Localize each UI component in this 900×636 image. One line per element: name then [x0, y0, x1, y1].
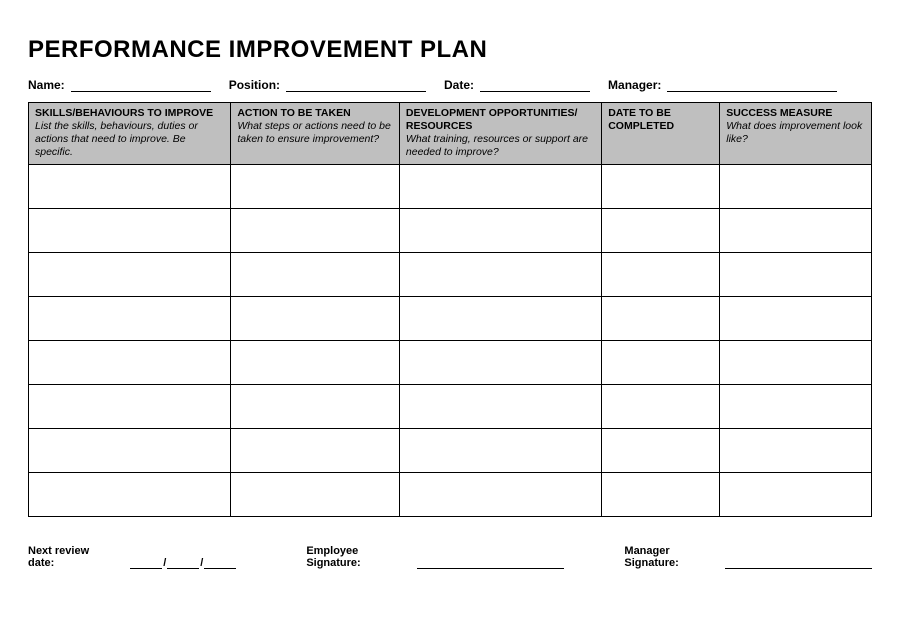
- table-row: [29, 208, 872, 252]
- table-cell[interactable]: [602, 472, 720, 516]
- header-title-0: SKILLS/BEHAVIOURS TO IMPROVE: [35, 107, 224, 120]
- table-cell[interactable]: [231, 252, 400, 296]
- table-cell[interactable]: [231, 296, 400, 340]
- position-field-group: Position:: [229, 78, 426, 92]
- employee-signature-group: Employee Signature:: [306, 545, 564, 569]
- table-row: [29, 164, 872, 208]
- table-header-1: ACTION TO BE TAKENWhat steps or actions …: [231, 103, 400, 165]
- table-cell[interactable]: [602, 296, 720, 340]
- table-row: [29, 384, 872, 428]
- header-title-2: DEVELOPMENT OPPORTUNITIES/ RESOURCES: [406, 107, 595, 133]
- date-segment-3[interactable]: [204, 557, 236, 569]
- header-title-4: SUCCESS MEASURE: [726, 107, 865, 120]
- date-segment-2[interactable]: [167, 557, 199, 569]
- table-cell[interactable]: [720, 296, 872, 340]
- table-cell[interactable]: [399, 252, 601, 296]
- position-label: Position:: [229, 78, 286, 92]
- table-row: [29, 252, 872, 296]
- header-desc-4: What does improvement look like?: [726, 120, 865, 146]
- table-cell[interactable]: [602, 252, 720, 296]
- manager-signature-label: Manager Signature:: [624, 545, 725, 569]
- table-cell[interactable]: [720, 384, 872, 428]
- date-input-line[interactable]: [480, 78, 590, 92]
- table-header-2: DEVELOPMENT OPPORTUNITIES/ RESOURCESWhat…: [399, 103, 601, 165]
- date-field-group: Date:: [444, 78, 590, 92]
- table-cell[interactable]: [399, 384, 601, 428]
- table-cell[interactable]: [720, 428, 872, 472]
- table-cell[interactable]: [399, 472, 601, 516]
- manager-signature-group: Manager Signature:: [624, 545, 872, 569]
- table-body: [29, 164, 872, 516]
- manager-label: Manager:: [608, 78, 667, 92]
- table-cell[interactable]: [720, 252, 872, 296]
- table-cell[interactable]: [231, 428, 400, 472]
- header-desc-2: What training, resources or support are …: [406, 133, 595, 159]
- name-input-line[interactable]: [71, 78, 211, 92]
- table-cell[interactable]: [399, 428, 601, 472]
- footer-row: Next review date: / / Employee Signature…: [28, 545, 872, 569]
- header-title-3: DATE TO BE COMPLETED: [608, 107, 713, 133]
- table-header-0: SKILLS/BEHAVIOURS TO IMPROVEList the ski…: [29, 103, 231, 165]
- table-row: [29, 472, 872, 516]
- info-row: Name: Position: Date: Manager:: [28, 78, 872, 92]
- date-segment-1[interactable]: [130, 557, 162, 569]
- table-cell[interactable]: [602, 164, 720, 208]
- table-cell[interactable]: [720, 472, 872, 516]
- table-row: [29, 296, 872, 340]
- table-cell[interactable]: [399, 340, 601, 384]
- table-cell[interactable]: [720, 340, 872, 384]
- table-cell[interactable]: [231, 208, 400, 252]
- header-desc-0: List the skills, behaviours, duties or a…: [35, 120, 224, 159]
- table-header-3: DATE TO BE COMPLETED: [602, 103, 720, 165]
- table-cell[interactable]: [29, 296, 231, 340]
- employee-signature-line[interactable]: [417, 557, 564, 569]
- table-cell[interactable]: [602, 428, 720, 472]
- table-cell[interactable]: [602, 384, 720, 428]
- employee-signature-label: Employee Signature:: [306, 545, 417, 569]
- table-cell[interactable]: [399, 296, 601, 340]
- table-cell[interactable]: [29, 164, 231, 208]
- header-desc-1: What steps or actions need to be taken t…: [237, 120, 393, 146]
- review-date-group: Next review date: / /: [28, 545, 236, 569]
- table-row: [29, 428, 872, 472]
- header-title-1: ACTION TO BE TAKEN: [237, 107, 393, 120]
- table-cell[interactable]: [29, 340, 231, 384]
- table-cell[interactable]: [231, 384, 400, 428]
- table-cell[interactable]: [602, 340, 720, 384]
- table-cell[interactable]: [231, 164, 400, 208]
- table-row: [29, 340, 872, 384]
- manager-signature-line[interactable]: [725, 557, 872, 569]
- table-cell[interactable]: [29, 472, 231, 516]
- name-label: Name:: [28, 78, 71, 92]
- manager-field-group: Manager:: [608, 78, 837, 92]
- table-cell[interactable]: [399, 208, 601, 252]
- table-cell[interactable]: [29, 252, 231, 296]
- table-cell[interactable]: [602, 208, 720, 252]
- table-cell[interactable]: [231, 472, 400, 516]
- plan-table: SKILLS/BEHAVIOURS TO IMPROVEList the ski…: [28, 102, 872, 517]
- table-cell[interactable]: [720, 164, 872, 208]
- table-header-4: SUCCESS MEASUREWhat does improvement loo…: [720, 103, 872, 165]
- table-cell[interactable]: [231, 340, 400, 384]
- table-cell[interactable]: [29, 208, 231, 252]
- name-field-group: Name:: [28, 78, 211, 92]
- table-cell[interactable]: [29, 384, 231, 428]
- table-cell[interactable]: [29, 428, 231, 472]
- review-date-label: Next review date:: [28, 545, 130, 569]
- manager-input-line[interactable]: [667, 78, 837, 92]
- review-date-input[interactable]: / /: [130, 557, 236, 569]
- table-cell[interactable]: [399, 164, 601, 208]
- date-label: Date:: [444, 78, 480, 92]
- table-cell[interactable]: [720, 208, 872, 252]
- table-header-row: SKILLS/BEHAVIOURS TO IMPROVEList the ski…: [29, 103, 872, 165]
- document-title: PERFORMANCE IMPROVEMENT PLAN: [28, 36, 872, 64]
- position-input-line[interactable]: [286, 78, 426, 92]
